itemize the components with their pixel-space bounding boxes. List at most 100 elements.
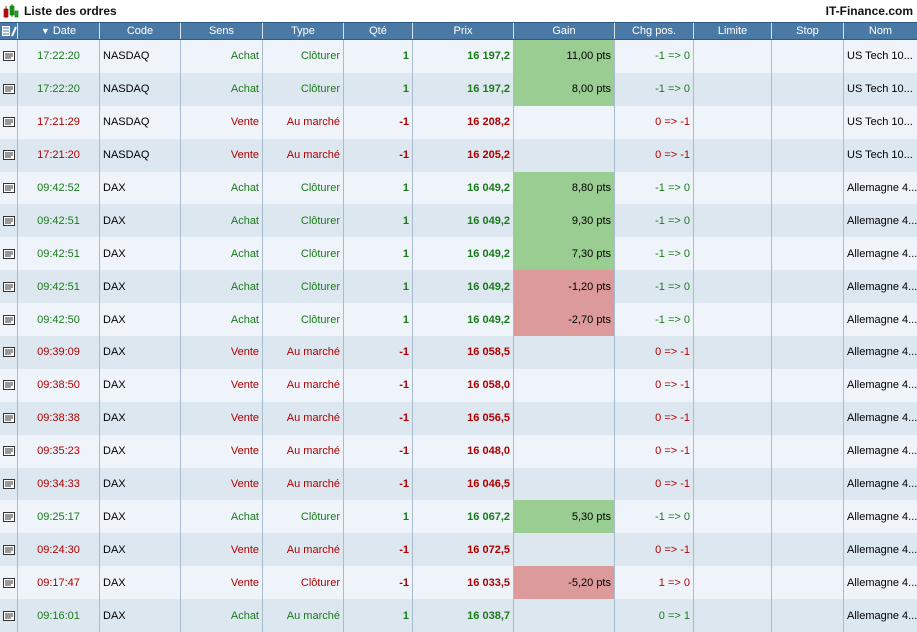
window-titlebar: Liste des ordres IT-Finance.com: [0, 0, 917, 22]
order-detail-icon[interactable]: [0, 138, 18, 172]
order-detail-icon[interactable]: [0, 500, 18, 534]
table-row[interactable]: 17:22:20 NASDAQ Achat Clôturer 1 16 197,2 11,0…: [0, 40, 917, 73]
cell-sens: Achat: [181, 72, 263, 106]
cell-limite: [694, 138, 772, 172]
table-row[interactable]: 09:17:47 DAX Vente Clôturer -1 16 033,5 -5,20 …: [0, 566, 917, 600]
cell-nom: Allemagne 4...: [847, 214, 917, 227]
cell-prix: 16 049,2: [413, 270, 514, 304]
table-row[interactable]: 17:21:29 NASDAQ Vente Au marché -1 16 208,2 0 …: [0, 105, 917, 139]
cell-stop: [772, 467, 844, 501]
cell-type: Clôturer: [263, 566, 344, 600]
header-date[interactable]: ▼ Date: [18, 23, 100, 39]
table-row[interactable]: 09:39:09 DAX Vente Au marché -1 16 058,5 0 => …: [0, 336, 917, 369]
header-prix[interactable]: Prix: [413, 23, 514, 39]
list-wrench-icon: [1, 26, 17, 37]
table-row[interactable]: 17:22:20 NASDAQ Achat Clôturer 1 16 197,2 8,00…: [0, 72, 917, 106]
cell-qte: 1: [344, 270, 413, 304]
order-detail-icon[interactable]: [0, 303, 18, 337]
cell-prix: 16 038,7: [413, 599, 514, 632]
cell-type: Au marché: [263, 533, 344, 567]
cell-sens: Achat: [181, 40, 263, 73]
order-detail-icon[interactable]: [0, 566, 18, 600]
cell-sens: Vente: [181, 368, 263, 402]
cell-qte: -1: [344, 105, 413, 139]
cell-gain: [514, 138, 615, 172]
table-row[interactable]: 17:21:20 NASDAQ Vente Au marché -1 16 205,2 0 …: [0, 138, 917, 172]
cell-type: Au marché: [263, 105, 344, 139]
cell-chg-pos: 0 => -1: [615, 434, 694, 468]
order-detail-icon[interactable]: [0, 204, 18, 238]
cell-prix: 16 058,5: [413, 336, 514, 369]
order-detail-icon[interactable]: [0, 40, 18, 73]
cell-sens: Achat: [181, 237, 263, 271]
header-sens[interactable]: Sens: [181, 23, 263, 39]
order-detail-icon[interactable]: [0, 401, 18, 435]
cell-gain: 11,00 pts: [514, 40, 615, 73]
table-row[interactable]: 09:42:51 DAX Achat Clôturer 1 16 049,2 9,30 pt…: [0, 204, 917, 238]
header-code[interactable]: Code: [100, 23, 181, 39]
cell-sens: Vente: [181, 105, 263, 139]
table-row[interactable]: 09:42:50 DAX Achat Clôturer 1 16 049,2 -2,70 p…: [0, 303, 917, 337]
cell-sens: Vente: [181, 566, 263, 600]
header-type[interactable]: Type: [263, 23, 344, 39]
cell-date: 09:16:01: [18, 599, 100, 632]
table-row[interactable]: 09:16:01 DAX Achat Au marché 1 16 038,7 0 => 1…: [0, 599, 917, 632]
cell-gain: -1,20 pts: [514, 270, 615, 304]
cell-prix: 16 049,2: [413, 303, 514, 337]
table-row[interactable]: 09:35:23 DAX Vente Au marché -1 16 048,0 0 => …: [0, 434, 917, 468]
cell-gain: 9,30 pts: [514, 204, 615, 238]
header-icons[interactable]: [0, 23, 18, 39]
window-title: Liste des ordres: [24, 4, 117, 18]
cell-nom: Allemagne 4...: [847, 313, 917, 326]
cell-qte: 1: [344, 237, 413, 271]
cell-chg-pos: 0 => -1: [615, 368, 694, 402]
order-detail-icon[interactable]: [0, 336, 18, 369]
header-limite[interactable]: Limite: [694, 23, 772, 39]
cell-code: NASDAQ: [100, 105, 181, 139]
table-row[interactable]: 09:38:50 DAX Vente Au marché -1 16 058,0 0 => …: [0, 368, 917, 402]
header-chg-pos[interactable]: Chg pos.: [615, 23, 694, 39]
order-detail-icon[interactable]: [0, 467, 18, 501]
order-detail-icon[interactable]: [0, 599, 18, 632]
header-gain[interactable]: Gain: [514, 23, 615, 39]
cell-code: DAX: [100, 434, 181, 468]
cell-type: Clôturer: [263, 303, 344, 337]
cell-date: 09:38:38: [18, 401, 100, 435]
cell-gain: -5,20 pts: [514, 566, 615, 600]
cell-qte: 1: [344, 303, 413, 337]
table-row[interactable]: 09:34:33 DAX Vente Au marché -1 16 046,5 0 => …: [0, 467, 917, 501]
cell-code: DAX: [100, 401, 181, 435]
table-row[interactable]: 09:24:30 DAX Vente Au marché -1 16 072,5 0 => …: [0, 533, 917, 567]
table-row[interactable]: 09:42:52 DAX Achat Clôturer 1 16 049,2 8,80 pt…: [0, 171, 917, 205]
cell-type: Clôturer: [263, 40, 344, 73]
order-detail-icon[interactable]: [0, 533, 18, 567]
cell-limite: [694, 500, 772, 534]
order-detail-icon[interactable]: [0, 270, 18, 304]
cell-nom: US Tech 10...: [847, 50, 913, 63]
cell-chg-pos: 1 => 0: [615, 566, 694, 600]
table-row[interactable]: 09:42:51 DAX Achat Clôturer 1 16 049,2 7,30 pt…: [0, 237, 917, 271]
cell-prix: 16 067,2: [413, 500, 514, 534]
order-detail-icon[interactable]: [0, 368, 18, 402]
order-detail-icon[interactable]: [0, 105, 18, 139]
order-detail-icon[interactable]: [0, 434, 18, 468]
table-row[interactable]: 09:25:17 DAX Achat Clôturer 1 16 067,2 5,30 pt…: [0, 500, 917, 534]
header-qte[interactable]: Qté: [344, 23, 413, 39]
cell-code: DAX: [100, 533, 181, 567]
cell-nom: Allemagne 4...: [847, 445, 917, 458]
table-row[interactable]: 09:42:51 DAX Achat Clôturer 1 16 049,2 -1,20 p…: [0, 270, 917, 304]
order-detail-icon[interactable]: [0, 237, 18, 271]
header-nom[interactable]: Nom: [868, 25, 893, 37]
cell-gain: 5,30 pts: [514, 500, 615, 534]
cell-limite: [694, 434, 772, 468]
cell-code: DAX: [100, 336, 181, 369]
table-row[interactable]: 09:38:38 DAX Vente Au marché -1 16 056,5 0 => …: [0, 401, 917, 435]
cell-chg-pos: -1 => 0: [615, 237, 694, 271]
order-detail-icon[interactable]: [0, 171, 18, 205]
order-detail-icon[interactable]: [0, 72, 18, 106]
header-stop[interactable]: Stop: [772, 23, 844, 39]
cell-gain: [514, 434, 615, 468]
cell-gain: [514, 368, 615, 402]
cell-date: 09:24:30: [18, 533, 100, 567]
cell-chg-pos: 0 => -1: [615, 138, 694, 172]
